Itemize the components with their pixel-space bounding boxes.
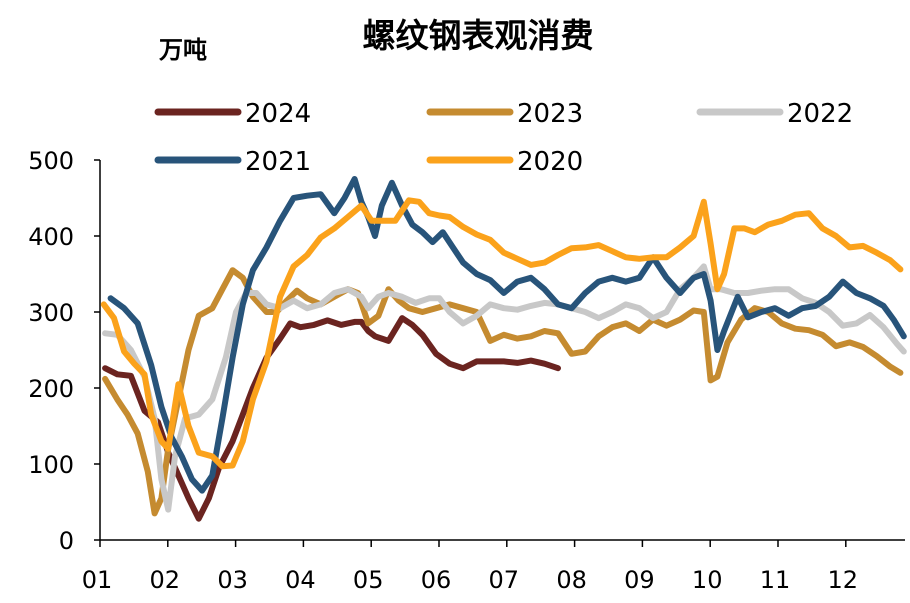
- x-tick-label: 08: [556, 566, 587, 594]
- y-tick-label: 400: [28, 223, 74, 251]
- x-tick-label: 09: [624, 566, 655, 594]
- plot-area: [100, 176, 907, 522]
- y-tick-label: 500: [28, 147, 74, 175]
- y-tick-label: 200: [28, 375, 74, 403]
- series-line-2022: [102, 263, 907, 513]
- y-tick-label: 300: [28, 299, 74, 327]
- series-line-2020: [100, 197, 904, 470]
- legend: 2024 2023 2022 2021 2020: [154, 99, 853, 177]
- chart-title: 螺纹钢表观消费: [363, 16, 594, 55]
- axes: 0 100 200 300 400 500 01 02 03 04 05 06 07 08 09 10 11 12: [28, 147, 905, 594]
- x-tick-label: 10: [692, 566, 723, 594]
- legend-label-2020: 2020: [517, 147, 583, 177]
- x-tick-label: 02: [150, 566, 181, 594]
- legend-label-2024: 2024: [245, 99, 311, 129]
- x-tick-label: 03: [217, 566, 248, 594]
- series-line-2023: [102, 267, 904, 517]
- y-tick-label: 0: [59, 527, 74, 555]
- x-tick-label: 05: [353, 566, 384, 594]
- x-tick-label: 07: [489, 566, 520, 594]
- x-tick-label: 06: [421, 566, 452, 594]
- series-line-2024: [102, 315, 561, 522]
- legend-label-2021: 2021: [245, 147, 311, 177]
- series-line-2021: [107, 176, 907, 494]
- legend-label-2022: 2022: [787, 99, 853, 129]
- y-tick-label: 100: [28, 451, 74, 479]
- x-tick-label: 12: [828, 566, 859, 594]
- x-tick-label: 01: [82, 566, 113, 594]
- legend-label-2023: 2023: [517, 99, 583, 129]
- y-axis-unit-label: 万吨: [159, 36, 207, 64]
- x-tick-label: 04: [285, 566, 316, 594]
- x-tick-label: 11: [760, 566, 791, 594]
